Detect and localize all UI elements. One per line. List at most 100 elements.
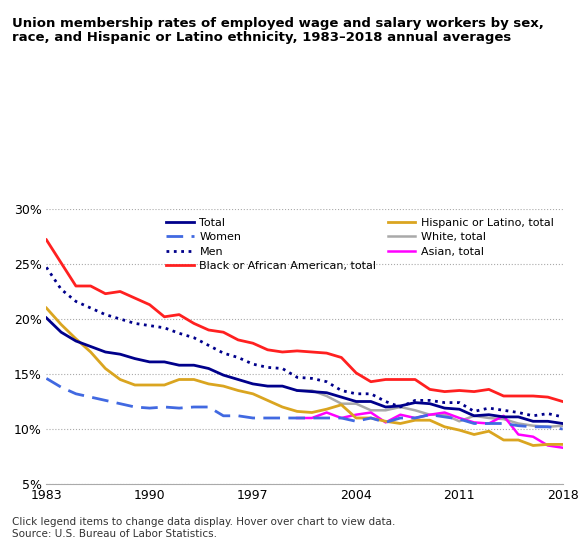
White, total <box>530 422 536 429</box>
Total <box>470 412 477 419</box>
Hispanic or Latino, total <box>353 415 360 421</box>
Black or African American, total <box>353 370 360 376</box>
Black or African American, total <box>205 327 212 333</box>
Women <box>530 424 536 430</box>
Total <box>530 418 536 425</box>
Total <box>205 365 212 372</box>
Hispanic or Latino, total <box>190 376 197 383</box>
Black or African American, total <box>161 314 168 320</box>
Hispanic or Latino, total <box>43 305 50 311</box>
Asian, total <box>500 412 507 419</box>
Men <box>235 354 242 361</box>
Black or African American, total <box>397 376 404 383</box>
Total <box>397 403 404 409</box>
Men <box>412 397 419 404</box>
Men <box>397 404 404 410</box>
Men <box>161 324 168 331</box>
Total <box>220 372 227 378</box>
Women <box>161 404 168 410</box>
Men <box>530 412 536 419</box>
Total <box>161 359 168 365</box>
Men <box>559 414 566 420</box>
Asian, total <box>323 409 330 416</box>
Hispanic or Latino, total <box>264 397 271 404</box>
Women <box>102 397 109 404</box>
Total <box>72 338 79 344</box>
Line: Black or African American, total: Black or African American, total <box>46 240 563 402</box>
Men <box>43 264 50 271</box>
Asian, total <box>485 420 492 427</box>
Asian, total <box>412 415 419 421</box>
Men <box>382 398 389 405</box>
Women <box>412 415 419 421</box>
Total <box>264 383 271 389</box>
Total <box>146 359 153 365</box>
Hispanic or Latino, total <box>441 424 448 430</box>
Black or African American, total <box>500 393 507 399</box>
Total <box>367 398 374 405</box>
White, total <box>338 400 345 407</box>
Line: Women: Women <box>46 378 563 429</box>
Total <box>559 420 566 427</box>
Men <box>470 408 477 415</box>
Black or African American, total <box>441 388 448 395</box>
Men <box>353 390 360 397</box>
Hispanic or Latino, total <box>176 376 183 383</box>
Total <box>190 362 197 369</box>
Hispanic or Latino, total <box>235 387 242 394</box>
Women <box>309 415 316 421</box>
Black or African American, total <box>545 394 552 400</box>
Men <box>146 322 153 329</box>
Women <box>426 411 433 418</box>
Total <box>102 349 109 355</box>
Asian, total <box>367 409 374 416</box>
Women <box>323 415 330 421</box>
White, total <box>382 407 389 414</box>
Text: Click legend items to change data display. Hover over chart to view data.
Source: Click legend items to change data displa… <box>12 518 395 539</box>
Black or African American, total <box>72 283 79 289</box>
White, total <box>559 422 566 429</box>
Hispanic or Latino, total <box>530 442 536 449</box>
Asian, total <box>397 411 404 418</box>
Total <box>426 400 433 407</box>
Total <box>382 404 389 410</box>
Line: White, total: White, total <box>297 390 563 427</box>
Hispanic or Latino, total <box>117 376 124 383</box>
Hispanic or Latino, total <box>220 383 227 389</box>
Line: Hispanic or Latino, total: Hispanic or Latino, total <box>46 308 563 446</box>
Black or African American, total <box>102 290 109 297</box>
Total <box>441 405 448 411</box>
Total <box>176 362 183 369</box>
Total <box>279 383 286 389</box>
Black or African American, total <box>559 398 566 405</box>
White, total <box>309 387 316 394</box>
Black or African American, total <box>43 236 50 243</box>
White, total <box>545 424 552 430</box>
Hispanic or Latino, total <box>559 441 566 448</box>
Total <box>485 411 492 418</box>
Black or African American, total <box>220 329 227 336</box>
Men <box>264 364 271 371</box>
Women <box>279 415 286 421</box>
Women <box>293 415 300 421</box>
Hispanic or Latino, total <box>279 404 286 410</box>
White, total <box>456 418 463 425</box>
Hispanic or Latino, total <box>309 409 316 416</box>
Black or African American, total <box>279 349 286 355</box>
Black or African American, total <box>146 301 153 308</box>
Women <box>338 415 345 421</box>
Men <box>367 390 374 397</box>
Men <box>132 320 139 327</box>
Total <box>456 406 463 412</box>
Men <box>249 361 256 367</box>
Hispanic or Latino, total <box>161 382 168 388</box>
Women <box>132 404 139 410</box>
Asian, total <box>470 419 477 426</box>
Men <box>485 405 492 411</box>
Asian, total <box>441 409 448 416</box>
Asian, total <box>309 415 316 421</box>
Women <box>559 426 566 432</box>
Hispanic or Latino, total <box>338 402 345 408</box>
Total <box>117 351 124 358</box>
Women <box>57 384 64 390</box>
